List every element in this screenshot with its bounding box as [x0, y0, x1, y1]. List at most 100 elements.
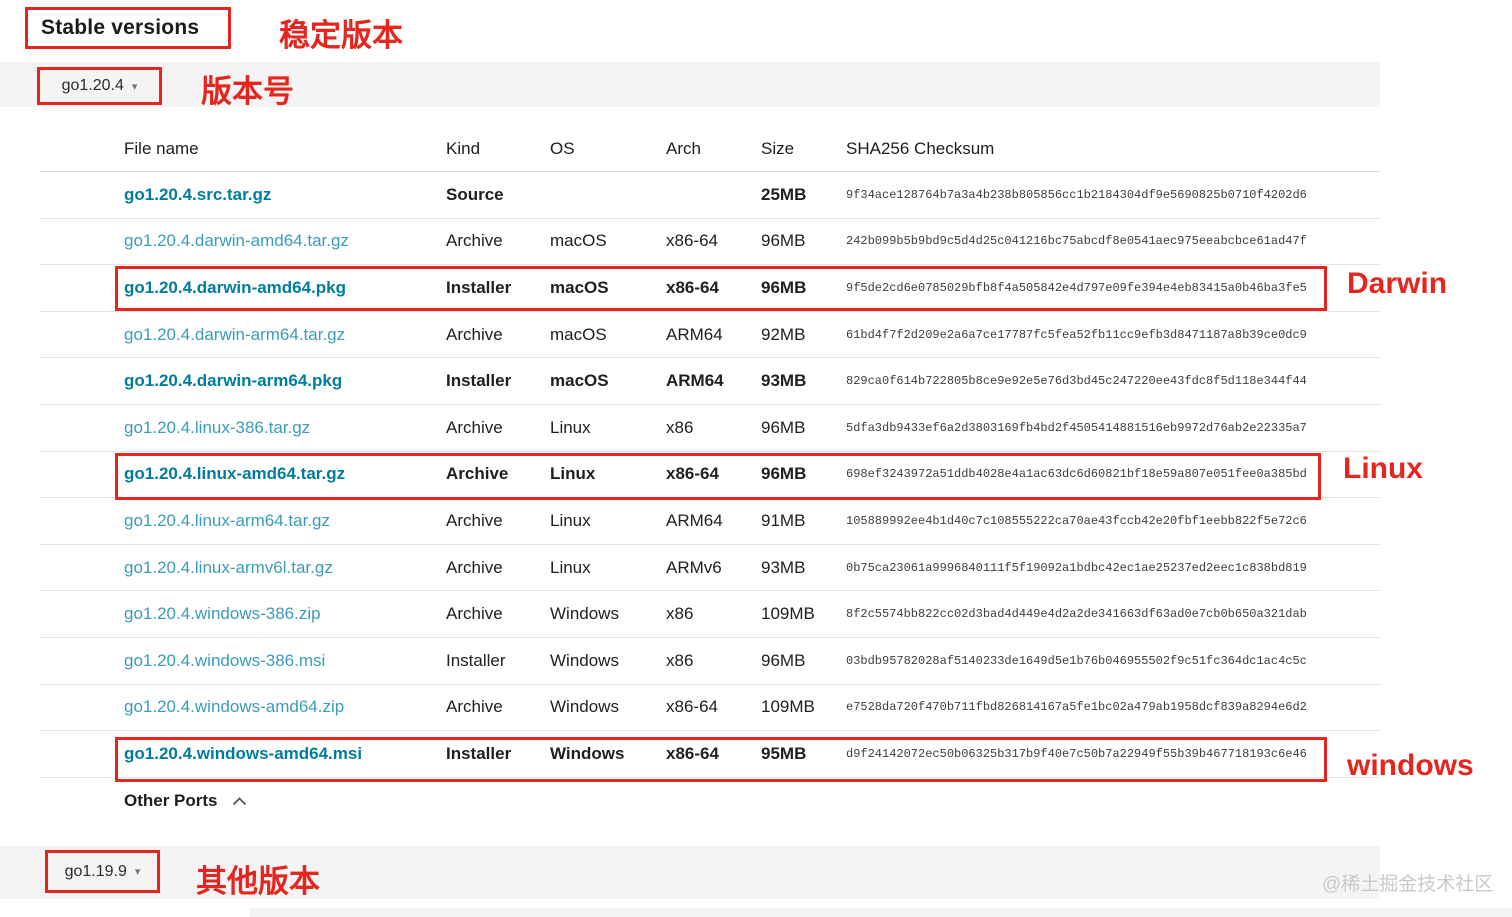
file-download-link[interactable]: go1.20.4.windows-386.zip — [124, 604, 321, 624]
file-download-link[interactable]: go1.20.4.darwin-arm64.pkg — [124, 371, 343, 391]
header-size: Size — [761, 138, 795, 158]
kind-cell: Archive — [446, 417, 503, 437]
stable-versions-cn-label: 稳定版本 — [279, 18, 403, 53]
version-toggle-label: go1.20.4 — [61, 77, 124, 94]
file-download-link[interactable]: go1.20.4.darwin-amd64.pkg — [124, 277, 347, 297]
sha256-cell: 8f2c5574bb822cc02d3bad4d449e4d2a2de34166… — [846, 607, 1307, 622]
download-table-body: go1.20.4.src.tar.gz Source 25MB 9f34ace1… — [40, 172, 1380, 778]
os-cell: Linux — [550, 417, 591, 437]
chevron-down-icon: ▾ — [134, 866, 141, 878]
os-cell: Linux — [550, 557, 591, 577]
sha256-cell: 5dfa3db9433ef6a2d3803169fb4bd2f450541488… — [846, 420, 1307, 435]
kind-cell: Archive — [446, 231, 503, 251]
table-row: go1.20.4.linux-armv6l.tar.gz Archive Lin… — [40, 544, 1380, 592]
size-cell: 25MB — [761, 184, 807, 204]
table-row: go1.20.4.linux-386.tar.gz Archive Linux … — [40, 404, 1380, 452]
sha256-cell: 242b099b5b9bd9c5d4d25c041216bc75abcdf8e0… — [846, 234, 1307, 249]
sha256-cell: 698ef3243972a51ddb4028e4a1ac63dc6d60821b… — [846, 467, 1307, 482]
stable-versions-annotation-box: Stable versions — [25, 7, 231, 49]
file-name-cell: go1.20.4.linux-armv6l.tar.gz — [124, 558, 446, 578]
page-title: Stable versions — [41, 16, 200, 39]
other-versions-cn-label: 其他版本 — [196, 864, 320, 899]
sha256-cell: 03bdb95782028af5140233de1649d5e1b76b0469… — [846, 653, 1307, 668]
sha256-cell: 9f5de2cd6e0785029bfb8f4a505842e4d797e09f… — [846, 280, 1307, 295]
kind-cell: Archive — [446, 697, 503, 717]
os-cell: macOS — [550, 324, 607, 344]
other-ports-toggle[interactable]: Other Ports — [124, 791, 218, 811]
kind-cell: Source — [446, 184, 504, 204]
size-cell: 96MB — [761, 650, 806, 670]
file-download-link[interactable]: go1.20.4.windows-amd64.msi — [124, 743, 363, 763]
arch-cell: ARMv6 — [666, 557, 722, 577]
kind-cell: Installer — [446, 277, 512, 297]
os-cell: Windows — [550, 743, 625, 763]
size-cell: 91MB — [761, 510, 806, 530]
kind-cell: Installer — [446, 743, 512, 763]
linux-annotation: Linux — [1343, 452, 1423, 485]
sha256-cell: 9f34ace128764b7a3a4b238b805856cc1b218430… — [846, 187, 1307, 202]
os-cell: macOS — [550, 277, 609, 297]
other-version-bar[interactable] — [0, 846, 1380, 899]
table-row: go1.20.4.src.tar.gz Source 25MB 9f34ace1… — [40, 172, 1380, 219]
version-toggle-go1199[interactable]: go1.19.9 ▾ — [45, 850, 160, 893]
size-cell: 96MB — [761, 277, 807, 297]
size-cell: 109MB — [761, 697, 815, 717]
other-ports-row: Other Ports — [40, 778, 1380, 825]
header-file-name: File name — [124, 138, 199, 158]
file-name-cell: go1.20.4.darwin-arm64.pkg — [124, 371, 446, 391]
file-name-cell: go1.20.4.windows-386.msi — [124, 651, 446, 671]
kind-cell: Installer — [446, 371, 512, 391]
size-cell: 93MB — [761, 557, 806, 577]
file-name-cell: go1.20.4.darwin-arm64.tar.gz — [124, 325, 446, 345]
current-version-bar[interactable] — [0, 62, 1380, 107]
next-section-strip — [250, 908, 1512, 917]
table-row: go1.20.4.linux-arm64.tar.gz Archive Linu… — [40, 498, 1380, 545]
table-row: go1.20.4.darwin-amd64.tar.gz Archive mac… — [40, 218, 1380, 266]
arch-cell: x86-64 — [666, 231, 718, 251]
file-download-link[interactable]: go1.20.4.linux-armv6l.tar.gz — [124, 557, 333, 577]
file-download-link[interactable]: go1.20.4.linux-amd64.tar.gz — [124, 464, 346, 484]
table-row: go1.20.4.windows-amd64.zip Archive Windo… — [40, 684, 1380, 732]
file-name-cell: go1.20.4.darwin-amd64.tar.gz — [124, 231, 446, 251]
version-toggle-go1204[interactable]: go1.20.4 ▾ — [37, 67, 162, 105]
arch-cell: x86-64 — [666, 743, 719, 763]
os-cell: Linux — [550, 510, 591, 530]
arch-cell: ARM64 — [666, 324, 723, 344]
file-download-link[interactable]: go1.20.4.linux-arm64.tar.gz — [124, 510, 331, 530]
file-download-link[interactable]: go1.20.4.linux-386.tar.gz — [124, 417, 311, 437]
table-row: go1.20.4.windows-386.msi Installer Windo… — [40, 637, 1380, 685]
version-toggle-label: go1.19.9 — [64, 862, 127, 880]
table-row: go1.20.4.darwin-arm64.tar.gz Archive mac… — [40, 311, 1380, 359]
kind-cell: Archive — [446, 464, 509, 484]
version-number-cn-label: 版本号 — [201, 74, 294, 109]
header-sha256: SHA256 Checksum — [846, 138, 995, 158]
size-cell: 96MB — [761, 231, 806, 251]
chevron-up-icon[interactable] — [232, 796, 247, 806]
file-name-cell: go1.20.4.linux-amd64.tar.gz — [124, 464, 446, 484]
arch-cell: x86-64 — [666, 697, 718, 717]
file-download-link[interactable]: go1.20.4.windows-386.msi — [124, 650, 326, 670]
table-row: go1.20.4.darwin-amd64.pkg Installer macO… — [40, 265, 1380, 312]
file-name-cell: go1.20.4.darwin-amd64.pkg — [124, 278, 446, 298]
windows-annotation: windows — [1347, 749, 1474, 782]
file-name-cell: go1.20.4.windows-amd64.msi — [124, 744, 446, 764]
size-cell: 95MB — [761, 743, 807, 763]
file-download-link[interactable]: go1.20.4.darwin-amd64.tar.gz — [124, 231, 349, 251]
kind-cell: Archive — [446, 510, 503, 530]
table-row: go1.20.4.linux-amd64.tar.gz Archive Linu… — [40, 451, 1380, 499]
file-name-cell: go1.20.4.windows-386.zip — [124, 604, 446, 624]
file-download-link[interactable]: go1.20.4.src.tar.gz — [124, 184, 272, 204]
arch-cell: x86-64 — [666, 464, 719, 484]
file-name-cell: go1.20.4.linux-386.tar.gz — [124, 418, 446, 438]
table-header-row: File name Kind OS Arch Size SHA256 Check… — [40, 126, 1380, 172]
size-cell: 96MB — [761, 417, 806, 437]
file-download-link[interactable]: go1.20.4.darwin-arm64.tar.gz — [124, 324, 346, 344]
chevron-down-icon: ▾ — [131, 80, 138, 93]
table-row: go1.20.4.windows-amd64.msi Installer Win… — [40, 731, 1380, 778]
arch-cell: x86 — [666, 417, 694, 437]
watermark: @稀土掘金技术社区 — [1322, 874, 1494, 895]
file-download-link[interactable]: go1.20.4.windows-amd64.zip — [124, 697, 345, 717]
table-row: go1.20.4.windows-386.zip Archive Windows… — [40, 591, 1380, 638]
os-cell: macOS — [550, 371, 609, 391]
